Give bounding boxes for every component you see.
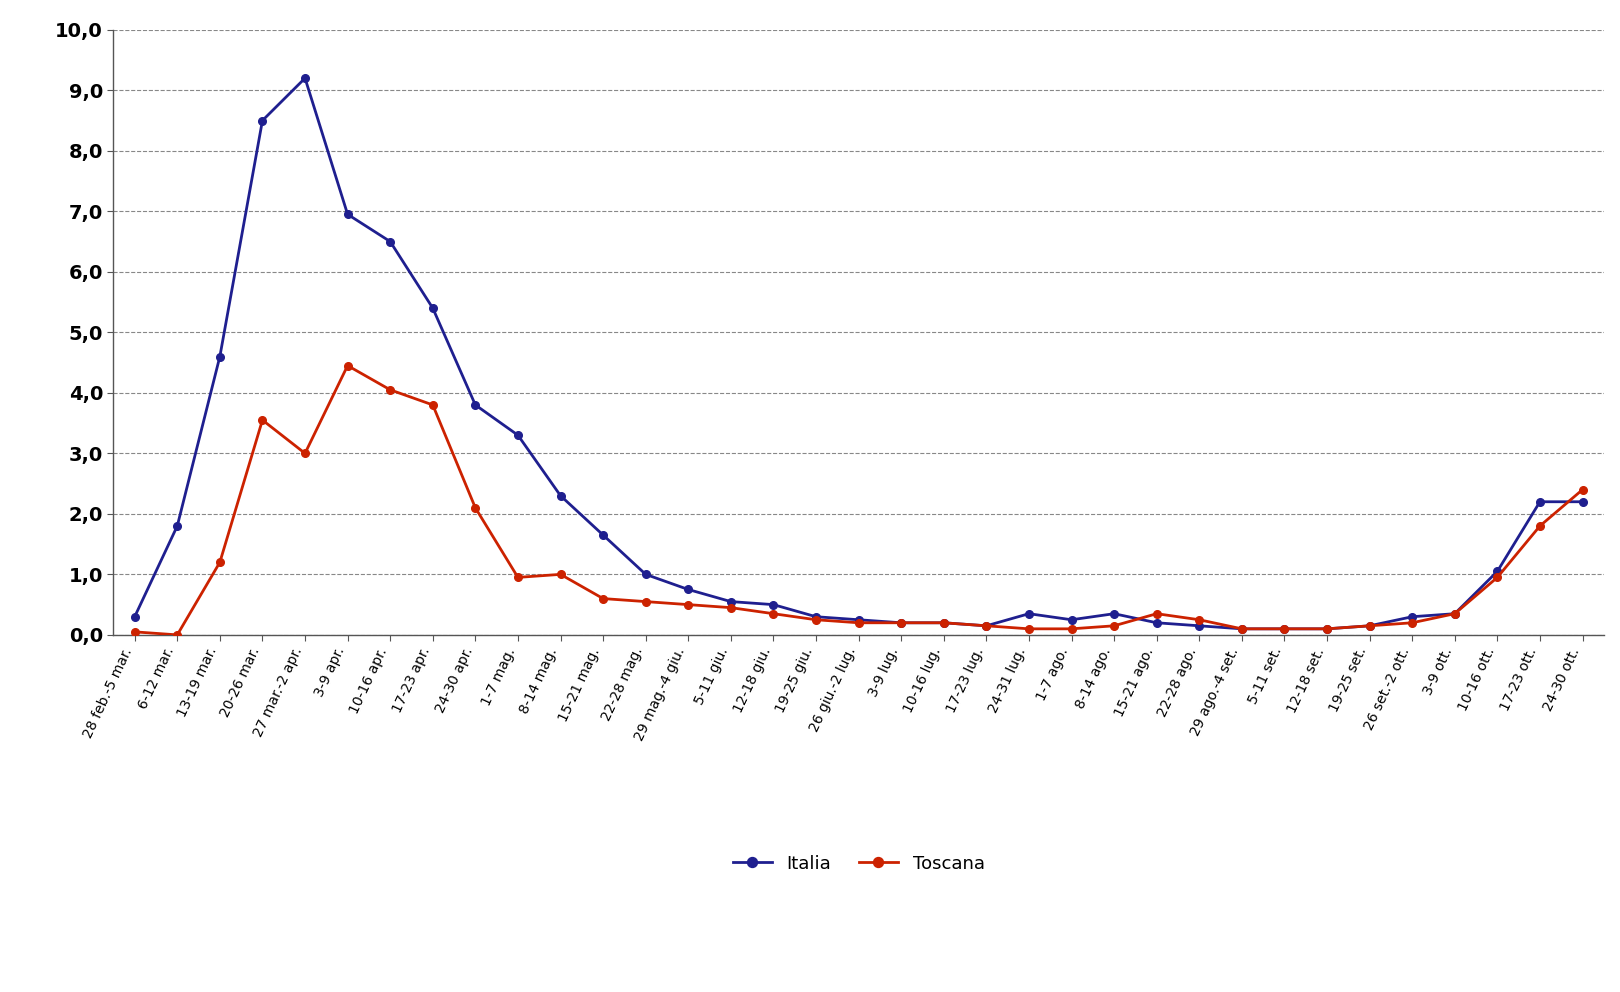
Legend: Italia, Toscana: Italia, Toscana (726, 847, 991, 880)
Toscana (253, 414, 272, 426)
Italia (1403, 611, 1422, 623)
Italia (849, 614, 868, 626)
Italia (1019, 608, 1038, 620)
Toscana (509, 571, 528, 583)
Italia (1233, 623, 1252, 635)
Italia (253, 115, 272, 127)
Toscana (1147, 608, 1166, 620)
Toscana (891, 617, 910, 629)
Italia (167, 520, 186, 532)
Italia (295, 72, 314, 84)
Toscana (125, 626, 144, 638)
Toscana (381, 384, 400, 396)
Italia (1531, 496, 1550, 508)
Italia (977, 620, 996, 632)
Italia (763, 599, 782, 611)
Toscana (551, 568, 570, 580)
Toscana (1445, 608, 1464, 620)
Italia (807, 611, 826, 623)
Toscana (1189, 614, 1209, 626)
Toscana (211, 557, 230, 568)
Toscana (935, 617, 954, 629)
Italia (1105, 608, 1124, 620)
Italia (1189, 620, 1209, 632)
Italia (423, 303, 442, 314)
Toscana (1105, 620, 1124, 632)
Italia (1275, 623, 1294, 635)
Toscana (1317, 623, 1336, 635)
Toscana (593, 592, 612, 604)
Italia (509, 430, 528, 441)
Line: Italia: Italia (131, 74, 1586, 633)
Toscana (167, 629, 186, 641)
Italia (593, 529, 612, 541)
Toscana (1531, 520, 1550, 532)
Toscana (1019, 623, 1038, 635)
Toscana (423, 399, 442, 411)
Toscana (1487, 571, 1507, 583)
Italia (891, 617, 910, 629)
Italia (1317, 623, 1336, 635)
Line: Toscana: Toscana (131, 362, 1586, 639)
Toscana (807, 614, 826, 626)
Italia (935, 617, 954, 629)
Italia (637, 568, 656, 580)
Toscana (339, 360, 358, 372)
Italia (1359, 620, 1379, 632)
Italia (551, 490, 570, 502)
Toscana (465, 502, 484, 514)
Toscana (721, 602, 740, 614)
Italia (721, 595, 740, 607)
Toscana (1233, 623, 1252, 635)
Italia (1061, 614, 1081, 626)
Toscana (763, 608, 782, 620)
Italia (211, 350, 230, 362)
Toscana (849, 617, 868, 629)
Italia (679, 583, 698, 595)
Toscana (1403, 617, 1422, 629)
Toscana (1275, 623, 1294, 635)
Italia (1445, 608, 1464, 620)
Italia (1573, 496, 1592, 508)
Italia (381, 236, 400, 248)
Toscana (1061, 623, 1081, 635)
Italia (465, 399, 484, 411)
Italia (1487, 565, 1507, 577)
Toscana (977, 620, 996, 632)
Toscana (295, 447, 314, 459)
Toscana (1573, 484, 1592, 496)
Toscana (679, 599, 698, 611)
Toscana (1359, 620, 1379, 632)
Italia (125, 611, 144, 623)
Italia (1147, 617, 1166, 629)
Italia (339, 208, 358, 220)
Toscana (637, 595, 656, 607)
